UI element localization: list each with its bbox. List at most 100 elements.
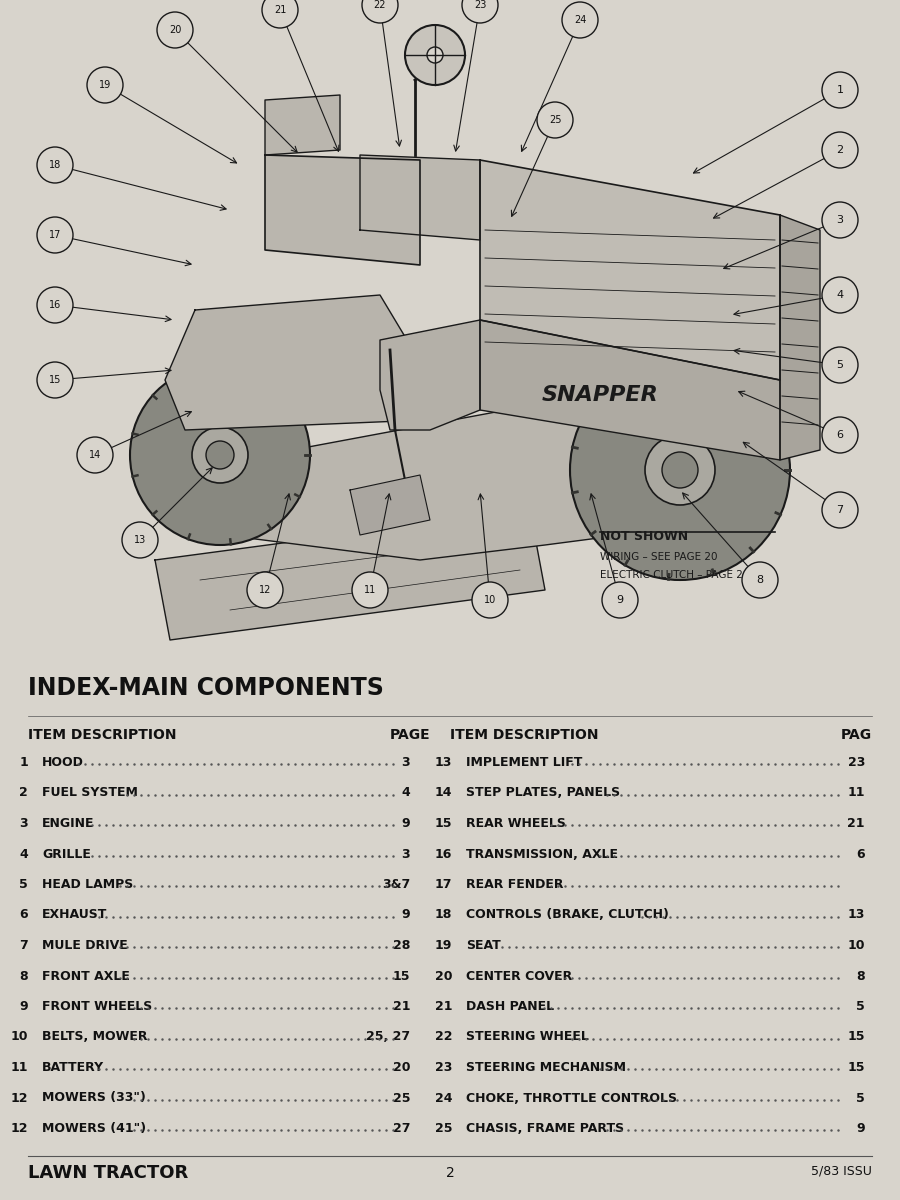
Text: 24: 24	[574, 14, 586, 25]
Text: 25: 25	[392, 1092, 410, 1104]
Text: 7: 7	[836, 505, 843, 515]
Circle shape	[822, 72, 858, 108]
Text: 18: 18	[435, 908, 452, 922]
Text: ELECTRIC CLUTCH – PAGE 2: ELECTRIC CLUTCH – PAGE 2	[600, 570, 742, 580]
Text: 27: 27	[392, 1122, 410, 1135]
Circle shape	[602, 582, 638, 618]
Text: 1: 1	[19, 756, 28, 769]
Polygon shape	[480, 160, 780, 380]
Text: 8: 8	[756, 575, 763, 584]
Circle shape	[822, 277, 858, 313]
Text: REAR WHEELS: REAR WHEELS	[466, 817, 566, 830]
Circle shape	[130, 365, 310, 545]
Polygon shape	[350, 475, 430, 535]
Text: 15: 15	[435, 817, 452, 830]
Text: SEAT: SEAT	[466, 938, 500, 952]
Text: 11: 11	[364, 584, 376, 595]
Text: 11: 11	[848, 786, 865, 799]
Circle shape	[37, 146, 73, 182]
Text: 14: 14	[89, 450, 101, 460]
Circle shape	[87, 67, 123, 103]
Text: 9: 9	[616, 595, 624, 605]
Text: 13: 13	[848, 908, 865, 922]
Text: 9: 9	[857, 1122, 865, 1135]
Text: 23: 23	[473, 0, 486, 10]
Text: FUEL SYSTEM: FUEL SYSTEM	[42, 786, 138, 799]
Text: 15: 15	[848, 1061, 865, 1074]
Text: INDEX-MAIN COMPONENTS: INDEX-MAIN COMPONENTS	[28, 676, 384, 700]
Circle shape	[662, 452, 698, 488]
Circle shape	[262, 0, 298, 28]
Text: ITEM DESCRIPTION: ITEM DESCRIPTION	[28, 728, 176, 742]
Circle shape	[206, 440, 234, 469]
Text: CHASIS, FRAME PARTS: CHASIS, FRAME PARTS	[466, 1122, 624, 1135]
Text: BATTERY: BATTERY	[42, 1061, 104, 1074]
Text: DASH PANEL: DASH PANEL	[466, 1000, 554, 1013]
Text: 2: 2	[836, 145, 843, 155]
Text: 11: 11	[11, 1061, 28, 1074]
Text: CHOKE, THROTTLE CONTROLS: CHOKE, THROTTLE CONTROLS	[466, 1092, 677, 1104]
Text: BELTS, MOWER: BELTS, MOWER	[42, 1031, 148, 1044]
Polygon shape	[380, 320, 480, 430]
Circle shape	[192, 427, 248, 482]
Circle shape	[77, 437, 113, 473]
Text: STEP PLATES, PANELS: STEP PLATES, PANELS	[466, 786, 620, 799]
Circle shape	[157, 12, 193, 48]
Text: CENTER COVER: CENTER COVER	[466, 970, 572, 983]
Text: 28: 28	[392, 938, 410, 952]
Text: 1: 1	[836, 85, 843, 95]
Circle shape	[562, 2, 598, 38]
Text: 25: 25	[549, 115, 562, 125]
Text: 2: 2	[19, 786, 28, 799]
Text: 4: 4	[19, 847, 28, 860]
Text: 7: 7	[19, 938, 28, 952]
Circle shape	[405, 25, 465, 85]
Text: SNAPPER: SNAPPER	[542, 385, 659, 404]
Polygon shape	[155, 510, 545, 640]
Text: STEERING WHEEL: STEERING WHEEL	[466, 1031, 589, 1044]
Text: 9: 9	[401, 817, 410, 830]
Text: 3: 3	[401, 847, 410, 860]
Text: PAGE: PAGE	[390, 728, 430, 742]
Text: 17: 17	[49, 230, 61, 240]
Text: 4: 4	[401, 786, 410, 799]
Text: 15: 15	[848, 1031, 865, 1044]
Circle shape	[822, 347, 858, 383]
Text: 15: 15	[49, 374, 61, 385]
Text: 3&7: 3&7	[382, 878, 410, 890]
Text: 6: 6	[857, 847, 865, 860]
Text: 21: 21	[435, 1000, 452, 1013]
Text: 25, 27: 25, 27	[366, 1031, 410, 1044]
Text: 10: 10	[848, 938, 865, 952]
Text: WIRING – SEE PAGE 20: WIRING – SEE PAGE 20	[600, 552, 717, 562]
Text: FRONT AXLE: FRONT AXLE	[42, 970, 130, 983]
Text: 21: 21	[274, 5, 286, 14]
Circle shape	[472, 582, 508, 618]
Text: 5: 5	[856, 1000, 865, 1013]
Text: 10: 10	[484, 595, 496, 605]
Text: 13: 13	[435, 756, 452, 769]
Text: LAWN TRACTOR: LAWN TRACTOR	[28, 1164, 188, 1182]
Text: 21: 21	[848, 817, 865, 830]
Text: 5: 5	[19, 878, 28, 890]
Polygon shape	[360, 155, 480, 240]
Polygon shape	[780, 215, 820, 460]
Text: 16: 16	[49, 300, 61, 310]
Circle shape	[822, 202, 858, 238]
Text: HOOD: HOOD	[42, 756, 84, 769]
Text: 19: 19	[99, 80, 111, 90]
Text: EXHAUST: EXHAUST	[42, 908, 107, 922]
Text: GRILLE: GRILLE	[42, 847, 91, 860]
Polygon shape	[185, 400, 660, 560]
Text: TRANSMISSION, AXLE: TRANSMISSION, AXLE	[466, 847, 618, 860]
Text: 3: 3	[836, 215, 843, 226]
Circle shape	[570, 360, 790, 580]
Text: HEAD LAMPS: HEAD LAMPS	[42, 878, 133, 890]
Text: 5/83 ISSU: 5/83 ISSU	[811, 1164, 872, 1177]
Text: 5: 5	[856, 1092, 865, 1104]
Text: 21: 21	[392, 1000, 410, 1013]
Text: 22: 22	[374, 0, 386, 10]
Text: 20: 20	[169, 25, 181, 35]
Circle shape	[362, 0, 398, 23]
Text: 23: 23	[435, 1061, 452, 1074]
